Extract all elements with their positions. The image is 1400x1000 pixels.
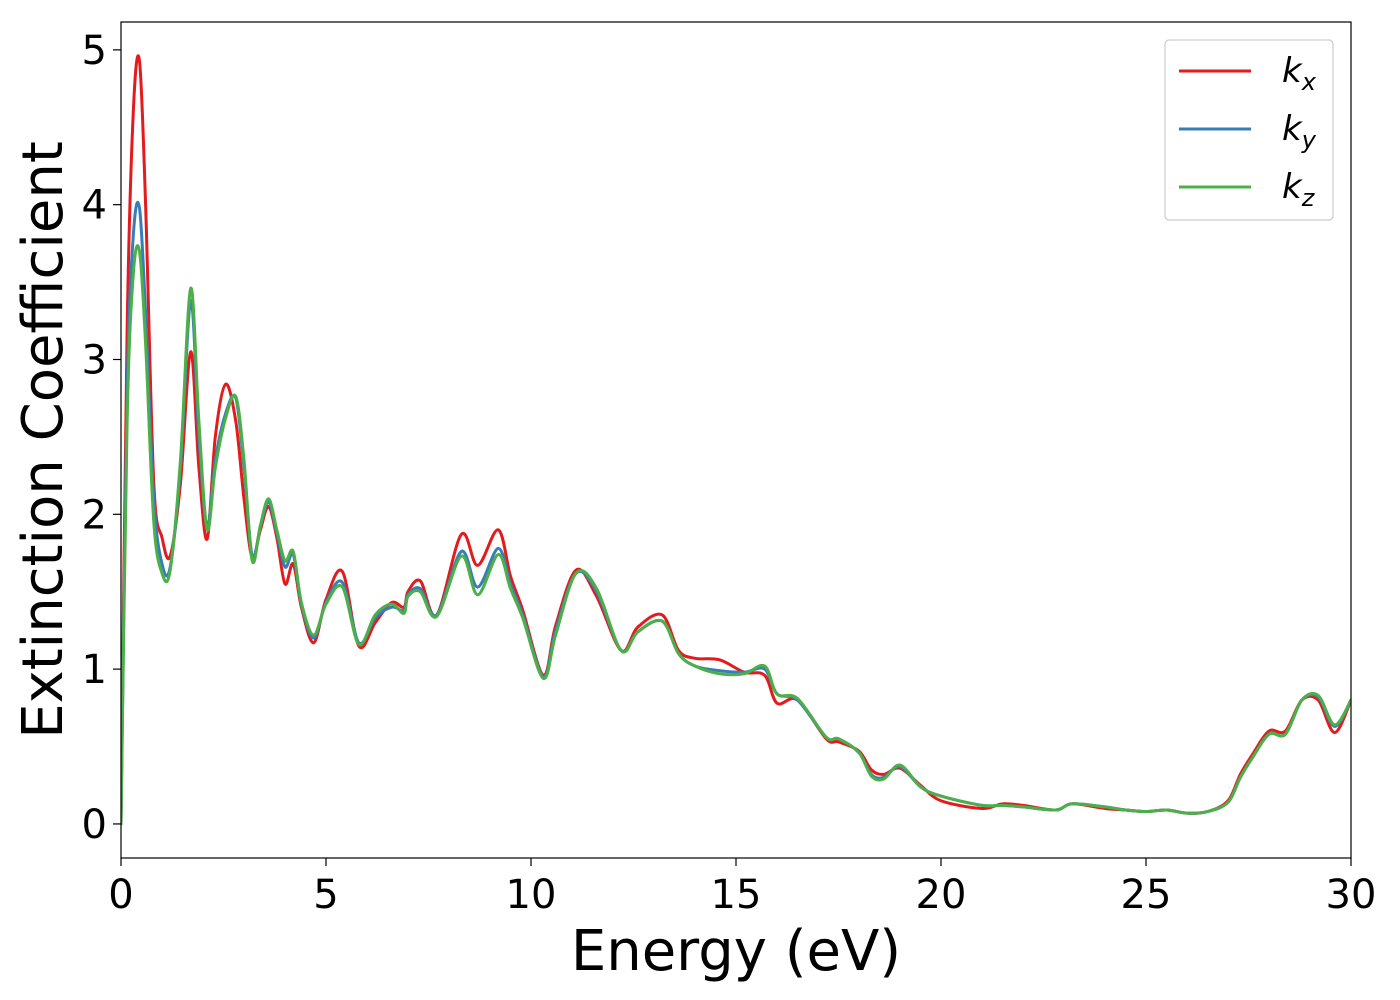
x-tick-label: 0	[108, 872, 133, 918]
y-tick-label: 2	[82, 492, 107, 538]
x-tick-label: 15	[711, 872, 762, 918]
y-tick-label: 5	[82, 28, 107, 74]
x-tick-label: 20	[916, 872, 967, 918]
series-line-x	[121, 54, 1351, 826]
series-layer	[121, 54, 1351, 826]
y-tick-label: 0	[82, 802, 107, 848]
y-axis-label: Extinction Coefficient	[11, 141, 76, 739]
x-axis-label: Energy (eV)	[571, 919, 901, 984]
y-tick-label: 1	[82, 647, 107, 693]
x-tick-label: 5	[313, 872, 338, 918]
y-axis: 0 1 2 3 4 5	[82, 28, 121, 848]
y-tick-label: 3	[82, 337, 107, 383]
x-tick-label: 10	[506, 872, 557, 918]
x-tick-label: 25	[1121, 872, 1172, 918]
x-tick-label: 30	[1326, 872, 1377, 918]
series-line-z	[121, 244, 1351, 826]
x-axis: 0 5 10 15 20 25 30	[108, 858, 1376, 918]
plot-area	[121, 22, 1351, 858]
y-tick-label: 4	[82, 183, 107, 229]
